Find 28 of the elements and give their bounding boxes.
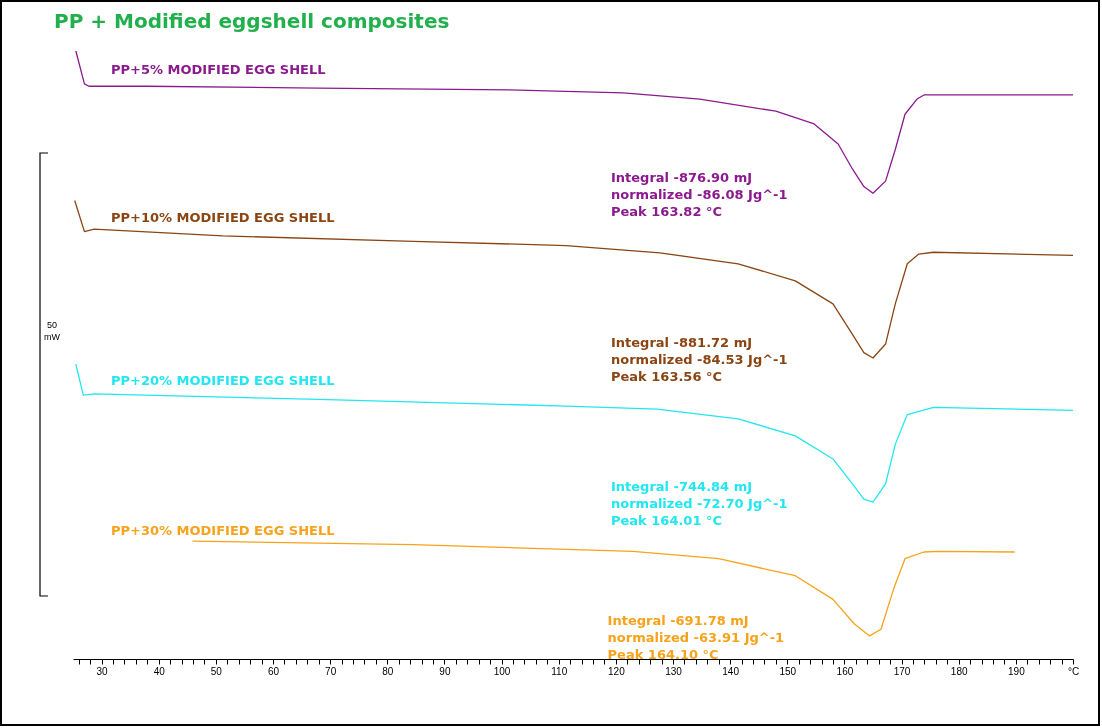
annotation: Integral -691.78 mJ normalized -63.91 Jg^-1 Peak 164.10 °C xyxy=(607,612,785,662)
x-tick-label: 180 xyxy=(950,665,968,677)
x-tick-label: 30 xyxy=(96,665,109,677)
x-tick-label: 110 xyxy=(551,665,568,677)
x-tick-label: 140 xyxy=(722,665,740,677)
annotation: Integral -744.84 mJ normalized -72.70 Jg^-1 Peak 164.01 °C xyxy=(611,479,788,529)
x-tick-label: 70 xyxy=(325,665,337,677)
x-tick-label: °C xyxy=(1067,665,1080,677)
annotation: Integral -881.72 mJ normalized -84.53 Jg^-1 Peak 163.56 °C xyxy=(611,335,788,385)
x-tick-label: 190 xyxy=(1008,665,1026,677)
x-tick-label: 100 xyxy=(493,665,511,677)
x-tick-label: 50 xyxy=(210,665,223,677)
x-tick-label: 170 xyxy=(893,665,911,677)
x-tick-label: 60 xyxy=(267,665,280,677)
x-tick-label: 150 xyxy=(779,665,797,677)
series-label: PP+20% MODIFIED EGG SHELL xyxy=(111,373,335,389)
x-tick-label: 80 xyxy=(382,665,394,677)
series-label: PP+30% MODIFIED EGG SHELL xyxy=(111,522,335,538)
x-tick-label: 40 xyxy=(153,665,166,677)
series-label: PP+10% MODIFIED EGG SHELL xyxy=(111,209,335,225)
x-tick-label: 90 xyxy=(439,665,451,677)
x-tick-label: 130 xyxy=(665,665,683,677)
chart-title: PP + Modified eggshell composites xyxy=(54,9,450,34)
x-tick-label: 120 xyxy=(608,665,626,677)
series-label: PP+5% MODIFIED EGG SHELL xyxy=(111,61,326,77)
x-tick-label: 160 xyxy=(836,665,854,677)
text: 50 mW xyxy=(44,319,61,342)
annotation: Integral -876.90 mJ normalized -86.08 Jg^-1 Peak 163.82 °C xyxy=(611,170,788,220)
